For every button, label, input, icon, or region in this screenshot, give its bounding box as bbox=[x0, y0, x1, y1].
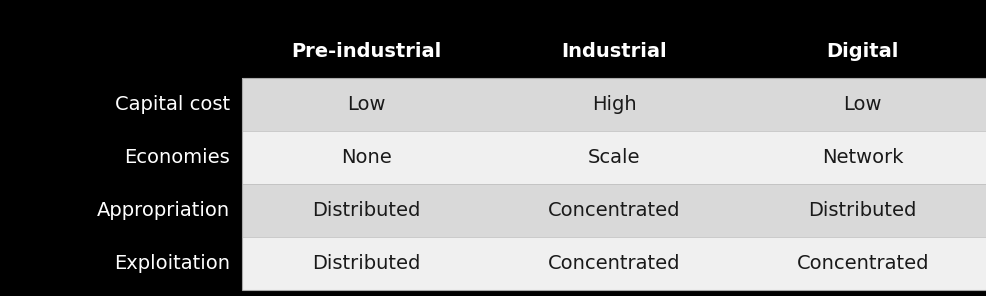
Text: Exploitation: Exploitation bbox=[113, 254, 230, 273]
Text: Appropriation: Appropriation bbox=[97, 201, 230, 220]
Text: Pre-industrial: Pre-industrial bbox=[291, 41, 441, 61]
Text: Industrial: Industrial bbox=[561, 41, 667, 61]
Bar bbox=[242, 78, 986, 131]
Text: Concentrated: Concentrated bbox=[547, 201, 680, 220]
Text: Concentrated: Concentrated bbox=[547, 254, 680, 273]
Text: Concentrated: Concentrated bbox=[796, 254, 928, 273]
Text: High: High bbox=[592, 95, 636, 114]
Bar bbox=[242, 184, 986, 237]
Text: Low: Low bbox=[346, 95, 385, 114]
Text: Distributed: Distributed bbox=[312, 201, 420, 220]
Text: Economies: Economies bbox=[124, 148, 230, 167]
Bar bbox=[242, 131, 986, 184]
Text: Network: Network bbox=[821, 148, 902, 167]
Text: Digital: Digital bbox=[826, 41, 898, 61]
Bar bbox=[242, 237, 986, 290]
Text: Distributed: Distributed bbox=[808, 201, 916, 220]
Text: Capital cost: Capital cost bbox=[114, 95, 230, 114]
Bar bbox=[242, 78, 986, 290]
Text: Distributed: Distributed bbox=[312, 254, 420, 273]
Text: Low: Low bbox=[843, 95, 881, 114]
Text: None: None bbox=[340, 148, 391, 167]
Text: Scale: Scale bbox=[588, 148, 640, 167]
